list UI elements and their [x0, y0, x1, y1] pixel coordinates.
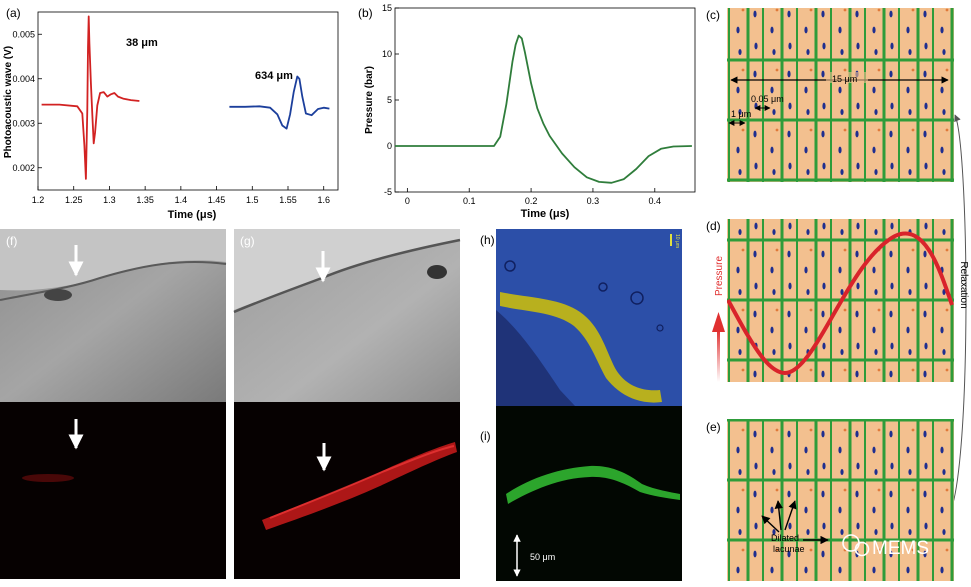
x-tick-label: 1.25: [65, 195, 83, 205]
micrograph-h-bubble-1: [504, 260, 516, 272]
y-tick-label: 0.005: [12, 29, 35, 39]
measure-total-bg: [826, 72, 868, 83]
y-tick-label: 10: [382, 49, 392, 59]
panel-h: 10 μm (h): [480, 229, 682, 406]
panel-b: (b) -5 0 5 10 15 0 0.1 0.2 0.3 0.4 Time (μs) Pre…: [358, 3, 696, 220]
cell-tissue-e: [727, 419, 954, 581]
pressure-wave: [727, 231, 954, 375]
series-line-38-μm: [41, 15, 140, 180]
micrograph-f-background: [0, 229, 226, 291]
panel-g: (g): [233, 229, 461, 579]
lacunae-arrow-2: [774, 500, 783, 531]
x-tick-label: 0.1: [463, 196, 476, 206]
micrograph-g-background: [234, 229, 460, 310]
micrograph-g-red-band: [262, 442, 457, 530]
x-tick-label: 1.35: [136, 195, 154, 205]
panel-b-xlabel: Time (μs): [521, 208, 570, 220]
y-tick-label: 0: [387, 141, 392, 151]
panel-f: (f): [0, 229, 227, 579]
panel-e: (e) Dilated lacunae: [706, 419, 954, 581]
panel-b-frame: [394, 7, 696, 193]
micrograph-f-fluorescence: [0, 402, 226, 579]
panel-c: (c) 15 μm 0.05 μm 1 μm: [706, 8, 954, 182]
panel-a-x-ticks: 1.2 1.25 1.3 1.35 1.4 1.45 1.5 1.55 1.6: [32, 186, 330, 205]
y-tick-label: 5: [387, 95, 392, 105]
measure-small-label: 1 μm: [731, 109, 751, 119]
pressure-label: Pressure: [714, 256, 725, 296]
micrograph-h-bubble-3: [630, 291, 644, 305]
relaxation-curve: [945, 114, 967, 519]
y-tick-label: -5: [384, 187, 392, 197]
panel-b-x-ticks: 0 0.1 0.2 0.3 0.4: [405, 188, 661, 206]
micrograph-f-dark-spot: [44, 289, 72, 301]
wechat-logo-bubble-2: [854, 541, 870, 557]
micrograph-i-green-band: [506, 465, 680, 504]
micrograph-g-red-band-glow: [269, 445, 455, 519]
micrograph-h-bubble-2: [598, 282, 608, 292]
pressure-arrow-head: [712, 312, 725, 332]
panel-a-label: (a): [6, 6, 21, 20]
panel-a-annotation-634: 634 μm: [255, 70, 293, 82]
panel-c-label: (c): [706, 8, 720, 22]
x-tick-label: 0.4: [649, 196, 662, 206]
x-tick-label: 1.55: [279, 195, 297, 205]
lacunae-label-line2: lacunae: [773, 544, 805, 554]
panel-b-y-ticks: -5 0 5 10 15: [382, 3, 399, 197]
x-tick-label: 0.2: [525, 196, 538, 206]
micrograph-h-scale-label: 10 μm: [674, 234, 680, 248]
panel-b-lines: [395, 34, 692, 184]
lacunae-arrow-3: [784, 500, 797, 531]
micrograph-h-tissue: [496, 310, 575, 406]
panel-a-annotation-38: 38 μm: [126, 37, 158, 49]
panel-a-frame: [37, 11, 339, 191]
micrograph-i-scale-label: 50 μm: [530, 552, 555, 562]
panel-a-xlabel: Time (μs): [168, 209, 217, 221]
x-tick-label: 1.4: [175, 195, 188, 205]
panel-b-label: (b): [358, 6, 373, 20]
series-line-634-μm: [229, 75, 330, 130]
y-tick-label: 0.002: [12, 163, 35, 173]
watermark: MEMS: [842, 534, 929, 559]
micrograph-f-tissue-edge: [0, 260, 227, 301]
x-tick-label: 1.5: [246, 195, 259, 205]
panel-a-lines: [41, 15, 330, 180]
series-line-pressure: [395, 34, 692, 184]
panel-d-label: (d): [706, 219, 721, 233]
panel-e-label: (e): [706, 420, 721, 434]
watermark-text: MEMS: [872, 538, 929, 559]
micrograph-g-dark-spot: [427, 265, 447, 279]
panel-h-label: (h): [480, 233, 495, 247]
micrograph-h-bubble-4: [656, 324, 664, 332]
panel-d: (d) Pressure: [706, 219, 954, 382]
lacunae-arrow-1: [761, 515, 780, 533]
pressure-arrow-shaft: [717, 330, 720, 382]
panel-b-ylabel: Pressure (bar): [364, 66, 375, 134]
panel-f-label: (f): [6, 234, 17, 248]
measure-total-label: 15 μm: [832, 74, 857, 84]
panel-g-label: (g): [240, 234, 255, 248]
panel-a-y-ticks: 0.002 0.003 0.004 0.005: [12, 29, 42, 173]
x-tick-label: 1.6: [317, 195, 330, 205]
measure-gap-label: 0.05 μm: [751, 94, 784, 104]
panel-i: (i) 50 μm: [480, 406, 682, 581]
x-tick-label: 0.3: [587, 196, 600, 206]
cell-tissue-c: [727, 8, 954, 182]
x-tick-label: 0: [405, 196, 410, 206]
micrograph-h-scale-bar: [670, 234, 672, 246]
x-tick-label: 1.3: [103, 195, 116, 205]
micrograph-h-yellow-band: [500, 292, 662, 403]
y-tick-label: 15: [382, 3, 392, 13]
x-tick-label: 1.2: [32, 195, 45, 205]
micrograph-f-red-signal: [22, 474, 74, 482]
panel-i-label: (i): [480, 429, 491, 443]
lacunae-label-line1: Dilated: [771, 533, 799, 543]
relaxation-label: Relaxation: [958, 261, 969, 308]
x-tick-label: 1.45: [208, 195, 226, 205]
y-tick-label: 0.003: [12, 118, 35, 128]
y-tick-label: 0.004: [12, 74, 35, 84]
panel-a-ylabel: Photoacoustic wave (V): [3, 46, 14, 158]
relaxation-connector: Relaxation: [945, 114, 969, 519]
